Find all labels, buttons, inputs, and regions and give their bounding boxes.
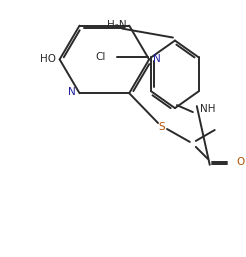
Text: N: N xyxy=(68,87,76,97)
Text: H₂N: H₂N xyxy=(108,20,127,30)
Text: S: S xyxy=(159,122,165,132)
Text: N: N xyxy=(153,54,161,65)
Text: NH: NH xyxy=(200,104,215,114)
Text: O: O xyxy=(237,157,245,167)
Text: Cl: Cl xyxy=(95,52,105,62)
Text: HO: HO xyxy=(40,54,56,65)
